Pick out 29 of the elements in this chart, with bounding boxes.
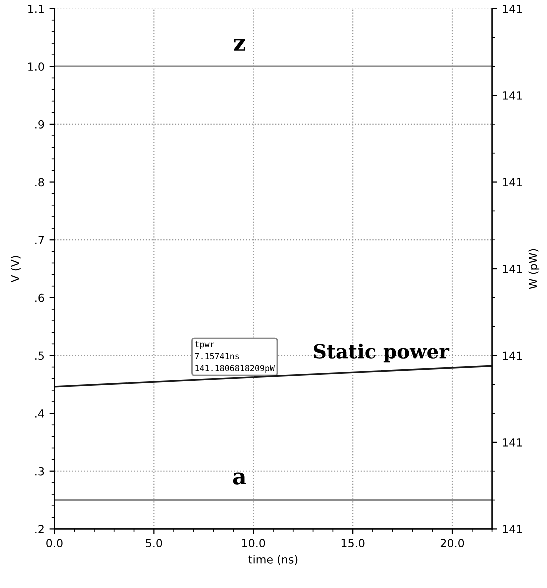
y2-axis-title: W (pW) <box>528 249 540 290</box>
x-tick-label: 15.0 <box>342 539 365 548</box>
y-tick-label: .3 <box>36 467 44 476</box>
y-tick-label: .6 <box>36 294 44 302</box>
y-tick-label: .5 <box>36 352 44 360</box>
y-tick-label: .2 <box>36 525 44 534</box>
x-tick-label: 5.0 <box>146 539 162 548</box>
y2-tick-label: 141 <box>503 92 522 100</box>
y-tick-label: 1.1 <box>28 4 44 14</box>
y-tick-label: .8 <box>36 178 44 187</box>
y-tick-label: .4 <box>36 410 44 418</box>
y2-tick-label: 141 <box>503 265 522 274</box>
x-tick-label: 10.0 <box>242 539 266 548</box>
x-tick-label: 0.0 <box>46 539 63 548</box>
annotation: z <box>234 39 246 51</box>
annotation: a <box>233 472 246 485</box>
y2-tick-label: 141 <box>503 525 522 534</box>
y2-tick-label: 141 <box>503 4 522 14</box>
y2-tick-label: 141 <box>503 178 522 186</box>
y-tick-label: 1.0 <box>28 62 44 72</box>
annotation: tpwr 7.15741ns 141.1806818209pW <box>195 342 276 374</box>
y-axis-title: V (V) <box>11 256 21 283</box>
x-axis-title: time (ns) <box>248 555 298 566</box>
y-tick-label: .9 <box>36 120 44 129</box>
y2-tick-label: 141 <box>503 438 522 447</box>
y2-tick-label: 141 <box>503 352 522 360</box>
y-tick-label: .7 <box>36 236 44 244</box>
x-tick-label: 20.0 <box>440 539 464 548</box>
annotation: Static power <box>314 344 450 363</box>
